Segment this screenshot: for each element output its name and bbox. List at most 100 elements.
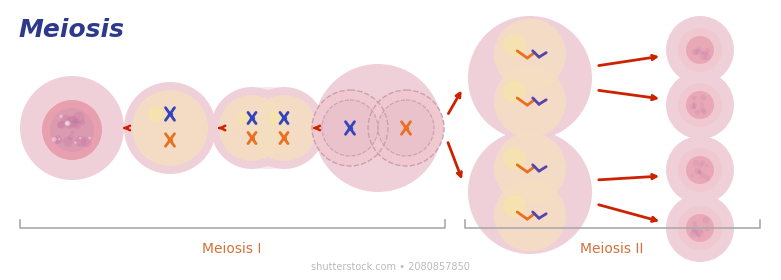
Ellipse shape [503, 81, 526, 103]
Ellipse shape [63, 137, 73, 147]
Ellipse shape [701, 109, 707, 115]
Ellipse shape [494, 132, 566, 204]
Ellipse shape [701, 50, 704, 54]
Ellipse shape [269, 111, 283, 125]
Ellipse shape [704, 226, 710, 232]
Ellipse shape [693, 221, 697, 225]
Ellipse shape [58, 138, 60, 140]
Ellipse shape [678, 83, 722, 127]
Ellipse shape [693, 106, 696, 110]
Ellipse shape [61, 115, 70, 124]
Ellipse shape [50, 108, 94, 152]
Ellipse shape [314, 64, 442, 192]
Ellipse shape [697, 170, 701, 174]
Ellipse shape [378, 100, 434, 156]
Ellipse shape [66, 120, 74, 129]
Ellipse shape [691, 174, 694, 177]
Ellipse shape [666, 194, 734, 262]
Ellipse shape [700, 172, 705, 178]
Ellipse shape [237, 111, 251, 125]
Ellipse shape [73, 121, 81, 129]
Ellipse shape [705, 164, 708, 167]
Ellipse shape [666, 136, 734, 204]
Ellipse shape [42, 100, 102, 160]
Ellipse shape [696, 229, 704, 237]
Ellipse shape [363, 100, 393, 156]
Ellipse shape [65, 121, 69, 125]
Ellipse shape [322, 100, 378, 156]
Ellipse shape [700, 102, 704, 106]
Text: Meiosis: Meiosis [18, 18, 124, 42]
Ellipse shape [46, 102, 82, 138]
Ellipse shape [700, 230, 703, 233]
Text: shutterstock.com • 2080857850: shutterstock.com • 2080857850 [311, 262, 469, 272]
Ellipse shape [700, 106, 705, 113]
Ellipse shape [80, 120, 85, 125]
Ellipse shape [701, 160, 704, 165]
Ellipse shape [494, 66, 566, 137]
Ellipse shape [692, 225, 699, 232]
Ellipse shape [692, 49, 698, 55]
Ellipse shape [503, 34, 526, 56]
Ellipse shape [686, 214, 714, 242]
Ellipse shape [691, 228, 697, 234]
Ellipse shape [251, 95, 317, 161]
Ellipse shape [468, 16, 592, 140]
Text: Meiosis I: Meiosis I [202, 242, 262, 256]
Ellipse shape [678, 206, 722, 250]
Ellipse shape [697, 234, 701, 238]
Ellipse shape [312, 90, 388, 166]
Ellipse shape [503, 195, 526, 217]
Ellipse shape [243, 87, 325, 169]
Ellipse shape [702, 217, 709, 223]
Ellipse shape [74, 141, 77, 144]
Ellipse shape [692, 96, 697, 100]
Ellipse shape [705, 52, 708, 55]
Ellipse shape [696, 231, 700, 235]
Ellipse shape [699, 163, 703, 168]
Ellipse shape [701, 51, 706, 55]
Ellipse shape [704, 48, 710, 54]
Ellipse shape [666, 71, 734, 139]
Ellipse shape [68, 135, 73, 140]
Ellipse shape [694, 167, 701, 175]
Ellipse shape [686, 36, 714, 64]
Ellipse shape [697, 46, 702, 52]
Ellipse shape [700, 53, 707, 60]
Ellipse shape [494, 179, 566, 251]
Ellipse shape [52, 137, 56, 142]
Ellipse shape [58, 121, 66, 129]
Ellipse shape [494, 18, 566, 90]
Ellipse shape [73, 118, 78, 124]
Ellipse shape [695, 50, 701, 55]
Ellipse shape [148, 106, 164, 122]
Ellipse shape [690, 104, 695, 109]
Ellipse shape [686, 156, 714, 184]
Ellipse shape [690, 230, 697, 237]
Ellipse shape [468, 130, 592, 254]
Ellipse shape [692, 102, 697, 106]
Ellipse shape [368, 90, 444, 166]
Ellipse shape [81, 137, 91, 147]
Ellipse shape [70, 130, 75, 135]
Ellipse shape [678, 148, 722, 192]
Text: Meiosis II: Meiosis II [580, 242, 644, 256]
Ellipse shape [53, 135, 62, 144]
Ellipse shape [88, 137, 91, 139]
Ellipse shape [73, 112, 84, 123]
Ellipse shape [20, 76, 124, 180]
Ellipse shape [57, 121, 64, 128]
Ellipse shape [79, 137, 81, 139]
Ellipse shape [686, 91, 714, 119]
Ellipse shape [503, 148, 526, 170]
Ellipse shape [59, 115, 62, 118]
Ellipse shape [132, 90, 208, 166]
Ellipse shape [692, 104, 697, 108]
Ellipse shape [211, 87, 293, 169]
Ellipse shape [694, 160, 699, 166]
Ellipse shape [695, 110, 700, 115]
Ellipse shape [124, 82, 216, 174]
Ellipse shape [75, 136, 87, 147]
Ellipse shape [66, 116, 74, 124]
Ellipse shape [68, 116, 80, 128]
